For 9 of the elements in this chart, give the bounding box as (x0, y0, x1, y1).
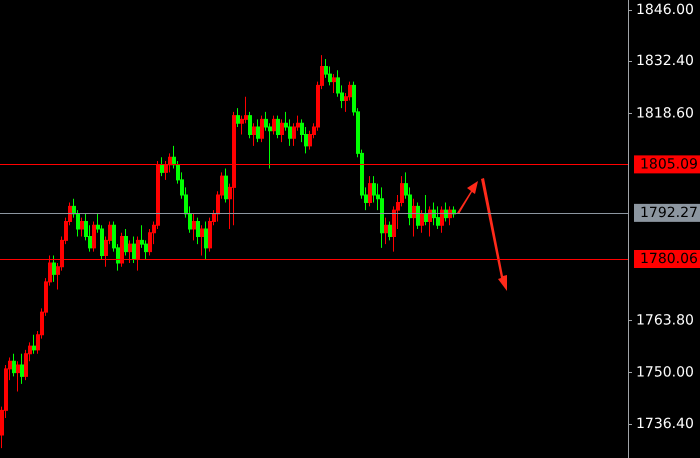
ref-line-label: 1792.27 (640, 204, 698, 221)
y-tick-label: 1846.00 (636, 2, 694, 18)
ref-line-label: 1805.09 (640, 156, 698, 172)
y-tick-label: 1818.60 (636, 105, 694, 122)
y-tick-label: 1763.80 (636, 312, 694, 328)
y-tick-label: 1750.00 (636, 364, 694, 381)
y-tick-label: 1832.40 (636, 53, 694, 70)
y-tick-label: 1736.40 (636, 416, 694, 432)
ref-line-label: 1780.06 (640, 251, 698, 268)
